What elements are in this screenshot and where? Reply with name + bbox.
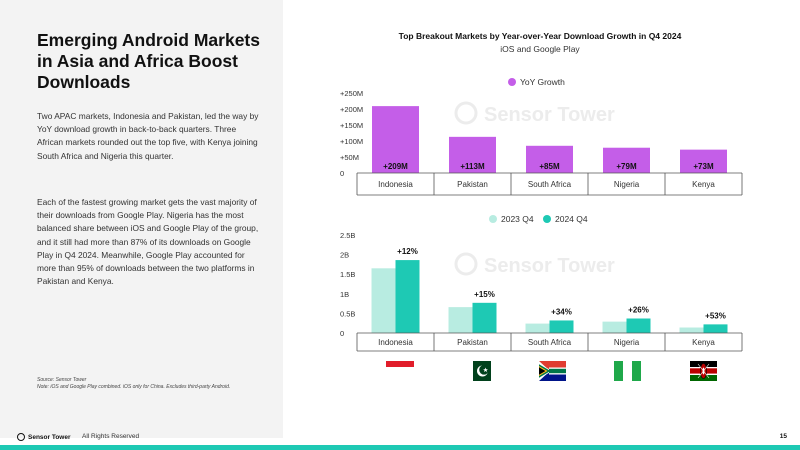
growth-label: +53% xyxy=(705,311,726,320)
footer-brand: Sensor Tower xyxy=(17,433,71,441)
y-tick-label: +200M xyxy=(340,105,363,114)
y-tick-label: 0 xyxy=(340,329,344,338)
watermark-logo-icon xyxy=(456,254,476,274)
legend-swatch-2024 xyxy=(543,215,551,223)
bar-2024-3 xyxy=(627,318,651,333)
growth-label: +26% xyxy=(628,305,649,314)
y-tick-label: 1B xyxy=(340,290,349,299)
y-tick-label: +100M xyxy=(340,137,363,146)
accent-bar xyxy=(0,445,800,450)
pakistan-flag xyxy=(467,361,491,381)
bar-2024-4 xyxy=(704,324,728,333)
growth-label: +12% xyxy=(397,247,418,256)
sensor-tower-logo-icon xyxy=(17,433,25,441)
data-label: +209M xyxy=(383,162,408,171)
y-tick-label: +50M xyxy=(340,153,359,162)
data-label: +85M xyxy=(539,162,560,171)
bar-2023-2 xyxy=(526,324,550,333)
footer-brand-text: Sensor Tower xyxy=(28,434,71,441)
indonesia-flag xyxy=(386,361,414,373)
x-tick-label: Pakistan xyxy=(457,180,488,189)
data-label: +79M xyxy=(616,162,637,171)
y-tick-label: 0 xyxy=(340,169,344,178)
legend-swatch-2023 xyxy=(489,215,497,223)
x-tick-label: Kenya xyxy=(692,180,715,189)
charts-svg: Sensor Tower Sensor Tower YoY Growth 0 +50M +… xyxy=(0,0,800,450)
y-tick-label: 2.5B xyxy=(340,231,355,240)
x-tick-label-2: Indonesia xyxy=(378,338,413,347)
x-tick-label-2: South Africa xyxy=(528,338,572,347)
x-tick-label-2: Pakistan xyxy=(457,338,488,347)
page-number: 15 xyxy=(780,433,787,440)
x-tick-label: Nigeria xyxy=(614,180,640,189)
footer-rights: All Rights Reserved xyxy=(82,433,139,440)
growth-label: +15% xyxy=(474,290,495,299)
legend-label-2024: 2024 Q4 xyxy=(555,214,588,224)
y-tick-label: 2B xyxy=(340,251,349,260)
kenya-flag xyxy=(690,361,717,381)
growth-label: +34% xyxy=(551,307,572,316)
legend-label-2023: 2023 Q4 xyxy=(501,214,534,224)
bar-2023-4 xyxy=(680,328,704,333)
bar-2023-3 xyxy=(603,322,627,333)
watermark-text: Sensor Tower xyxy=(484,255,615,277)
y-tick-label: 0.5B xyxy=(340,309,355,318)
bar-2023-0 xyxy=(372,268,396,333)
y-tick-label: +250M xyxy=(340,89,363,98)
x-tick-label: Indonesia xyxy=(378,180,413,189)
x-tick-label-2: Nigeria xyxy=(614,338,640,347)
legend-label-yoy: YoY Growth xyxy=(520,77,565,87)
data-label: +113M xyxy=(460,162,485,171)
bar-2024-2 xyxy=(550,320,574,333)
x-tick-label: South Africa xyxy=(528,180,572,189)
nigeria-flag xyxy=(614,361,641,381)
watermark-logo-icon xyxy=(456,103,476,123)
bar-2023-1 xyxy=(449,307,473,333)
data-label: +73M xyxy=(693,162,714,171)
y-tick-label: +150M xyxy=(340,121,363,130)
watermark-text: Sensor Tower xyxy=(484,104,615,126)
legend-swatch-yoy xyxy=(508,78,516,86)
y-tick-label: 1.5B xyxy=(340,270,355,279)
south-africa-flag xyxy=(539,361,566,381)
footer: Sensor Tower All Rights Reserved 15 xyxy=(0,427,800,445)
x-tick-label-2: Kenya xyxy=(692,338,715,347)
bar-2024-0 xyxy=(396,260,420,333)
bar-2024-1 xyxy=(473,303,497,333)
